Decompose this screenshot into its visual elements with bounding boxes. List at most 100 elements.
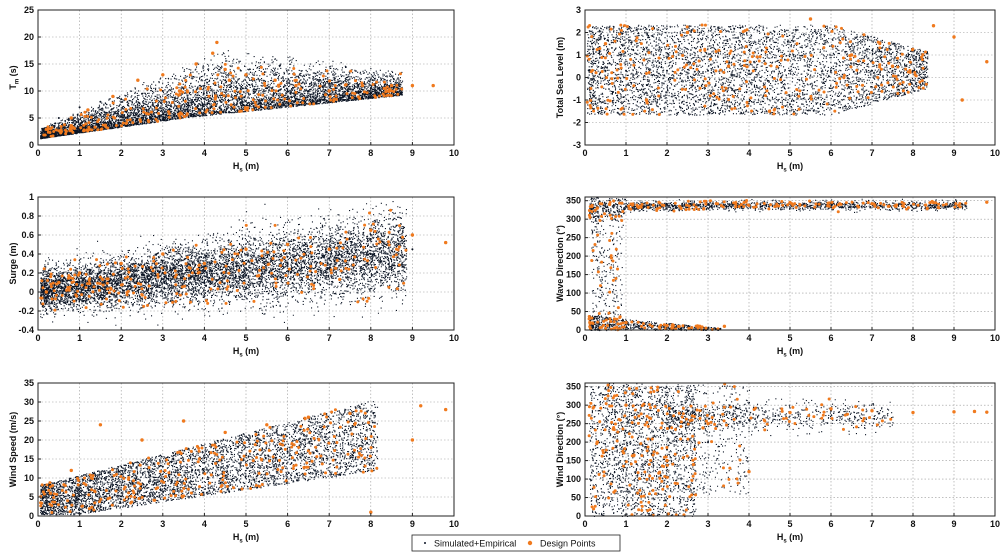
design-point [314,445,318,449]
design-point [119,475,123,479]
design-point [319,262,323,266]
design-point [673,70,677,74]
design-point [797,94,801,98]
design-point [972,409,977,414]
design-point [952,35,956,39]
y-tick-label: 15 [24,454,34,464]
simulated-point [592,448,595,451]
design-point [86,108,90,112]
design-point [133,495,137,499]
design-point [164,474,168,478]
design-point [702,207,706,211]
design-point [739,203,743,207]
design-point [696,207,700,211]
design-point [222,248,226,252]
design-point [138,463,142,467]
design-point [404,248,408,252]
design-point [329,98,333,102]
design-point [133,264,137,268]
design-point [147,466,151,470]
design-point [174,483,178,487]
design-point [210,277,214,281]
design-point [269,106,273,110]
design-point [658,201,662,205]
design-point [105,287,109,291]
design-point [646,437,650,441]
design-point [647,403,651,407]
design-point [630,320,634,324]
design-point [697,59,701,63]
design-point [177,473,181,477]
design-point [302,252,306,256]
design-point [878,41,882,45]
design-point [665,475,669,479]
design-point [371,222,375,226]
design-point [205,108,209,112]
y-tick-label: 0.6 [21,230,34,240]
design-point [341,246,345,250]
x-tick-label: 3 [160,148,165,158]
design-point [350,96,354,100]
design-point [327,247,331,251]
design-point [79,126,83,130]
design-point [402,281,406,285]
design-point [684,208,688,212]
y-tick-label: 150 [566,270,581,280]
design-point [918,80,922,84]
design-point [607,202,612,207]
design-point [209,287,213,291]
design-point [694,493,698,497]
design-point [632,63,636,67]
design-point [119,283,123,287]
design-point [272,97,276,101]
design-point [348,411,352,416]
design-point [254,103,258,107]
design-point [681,324,685,328]
design-point [151,269,155,273]
design-point [606,394,610,398]
design-point [697,441,701,445]
design-point [373,94,377,98]
x-tick-label: 6 [828,333,833,343]
design-point [720,85,724,89]
design-point [308,102,312,106]
y-tick-label: 50 [571,307,581,317]
design-point [60,488,64,492]
design-point [44,128,48,132]
design-point [230,258,234,262]
design-point [69,267,73,271]
design-point [62,483,66,487]
x-tick-label: 0 [582,148,587,158]
y-tick-label: 35 [24,378,34,388]
design-point [212,107,216,111]
design-point [673,481,677,485]
design-point [658,476,662,480]
design-point [152,256,156,260]
design-point [587,208,591,212]
design-point [156,119,160,123]
design-point [131,121,135,125]
design-point [752,408,756,412]
design-point [187,273,191,277]
y-tick-label: 30 [24,397,34,407]
design-point [184,292,188,296]
design-point [147,456,151,460]
design-point [344,266,348,270]
design-point [705,413,709,417]
design-point [681,412,685,416]
design-point [111,94,115,99]
design-point [184,447,188,451]
design-point [848,96,852,100]
design-point [644,98,649,102]
design-point [184,477,188,481]
design-point [90,128,94,132]
design-point [779,58,783,62]
x-tick-label: 2 [664,148,669,158]
y-tick-label: -0.4 [18,325,34,335]
x-tick-label: 5 [243,333,248,343]
x-tick-label: 0 [35,519,40,529]
design-point [198,111,202,115]
x-tick-label: 4 [746,148,751,158]
design-point [388,87,392,91]
